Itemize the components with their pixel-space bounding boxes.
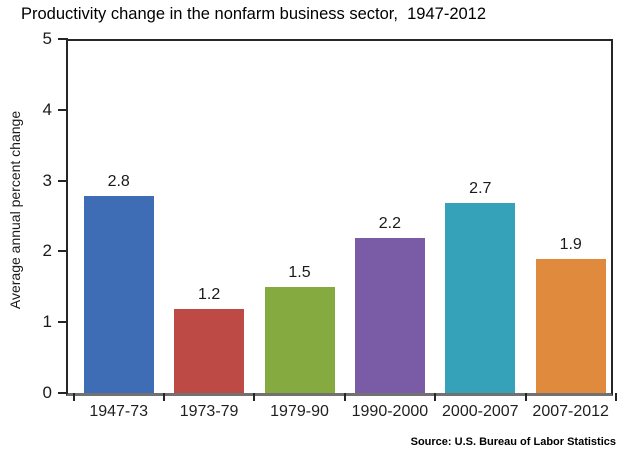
source-note: Source: U.S. Bureau of Labor Statistics [410,436,616,448]
y-tick-mark [58,250,68,253]
y-tick-label: 1 [42,312,52,332]
x-tick-mark [434,393,437,401]
x-tick-label: 1990-2000 [351,403,429,420]
y-tick-label: 0 [42,383,52,402]
bar-1947-73 [83,195,154,393]
bar-value-label: 1.9 [559,236,582,254]
x-tick-label: 1973-79 [179,403,239,420]
y-tick-label: 2 [42,241,52,261]
x-tick-label: 2000-2007 [442,403,519,420]
x-tick-label: 2007-2012 [532,403,609,420]
bar-1973-79 [174,308,245,393]
x-tick-label: 1947-73 [89,403,149,420]
bar-value-label: 1.5 [288,264,311,282]
x-tick-mark [524,393,527,401]
y-tick-mark [58,392,68,394]
y-axis-label: Average annual percent change [7,110,23,310]
y-tick-mark [58,321,68,324]
bar-value-label: 2.2 [378,215,402,233]
bar-1979-90 [264,287,335,393]
x-tick-mark [72,393,75,401]
y-tick-label: 3 [42,170,52,190]
bar-2000-2007 [445,202,516,393]
y-tick-label: 4 [42,99,52,119]
y-tick-mark [58,108,68,111]
x-tick-mark [343,393,346,401]
bar-2007-2012 [535,259,606,393]
x-tick-mark [162,393,165,401]
y-tick-mark [58,38,68,40]
bar-1990-2000 [354,238,425,393]
bar-value-label: 1.2 [197,285,221,303]
bar-value-label: 2.7 [469,179,492,197]
bar-value-label: 2.8 [107,172,130,190]
plot-area: 2.8 1.2 1.5 2.2 2.7 1.9 [66,39,613,396]
y-tick-mark [58,179,68,182]
x-tick-mark [614,393,617,401]
y-tick-label: 5 [42,29,52,48]
x-tick-label: 1979-90 [270,403,329,420]
x-tick-mark [253,393,256,401]
chart-title: Productivity change in the nonfarm busin… [21,5,487,23]
